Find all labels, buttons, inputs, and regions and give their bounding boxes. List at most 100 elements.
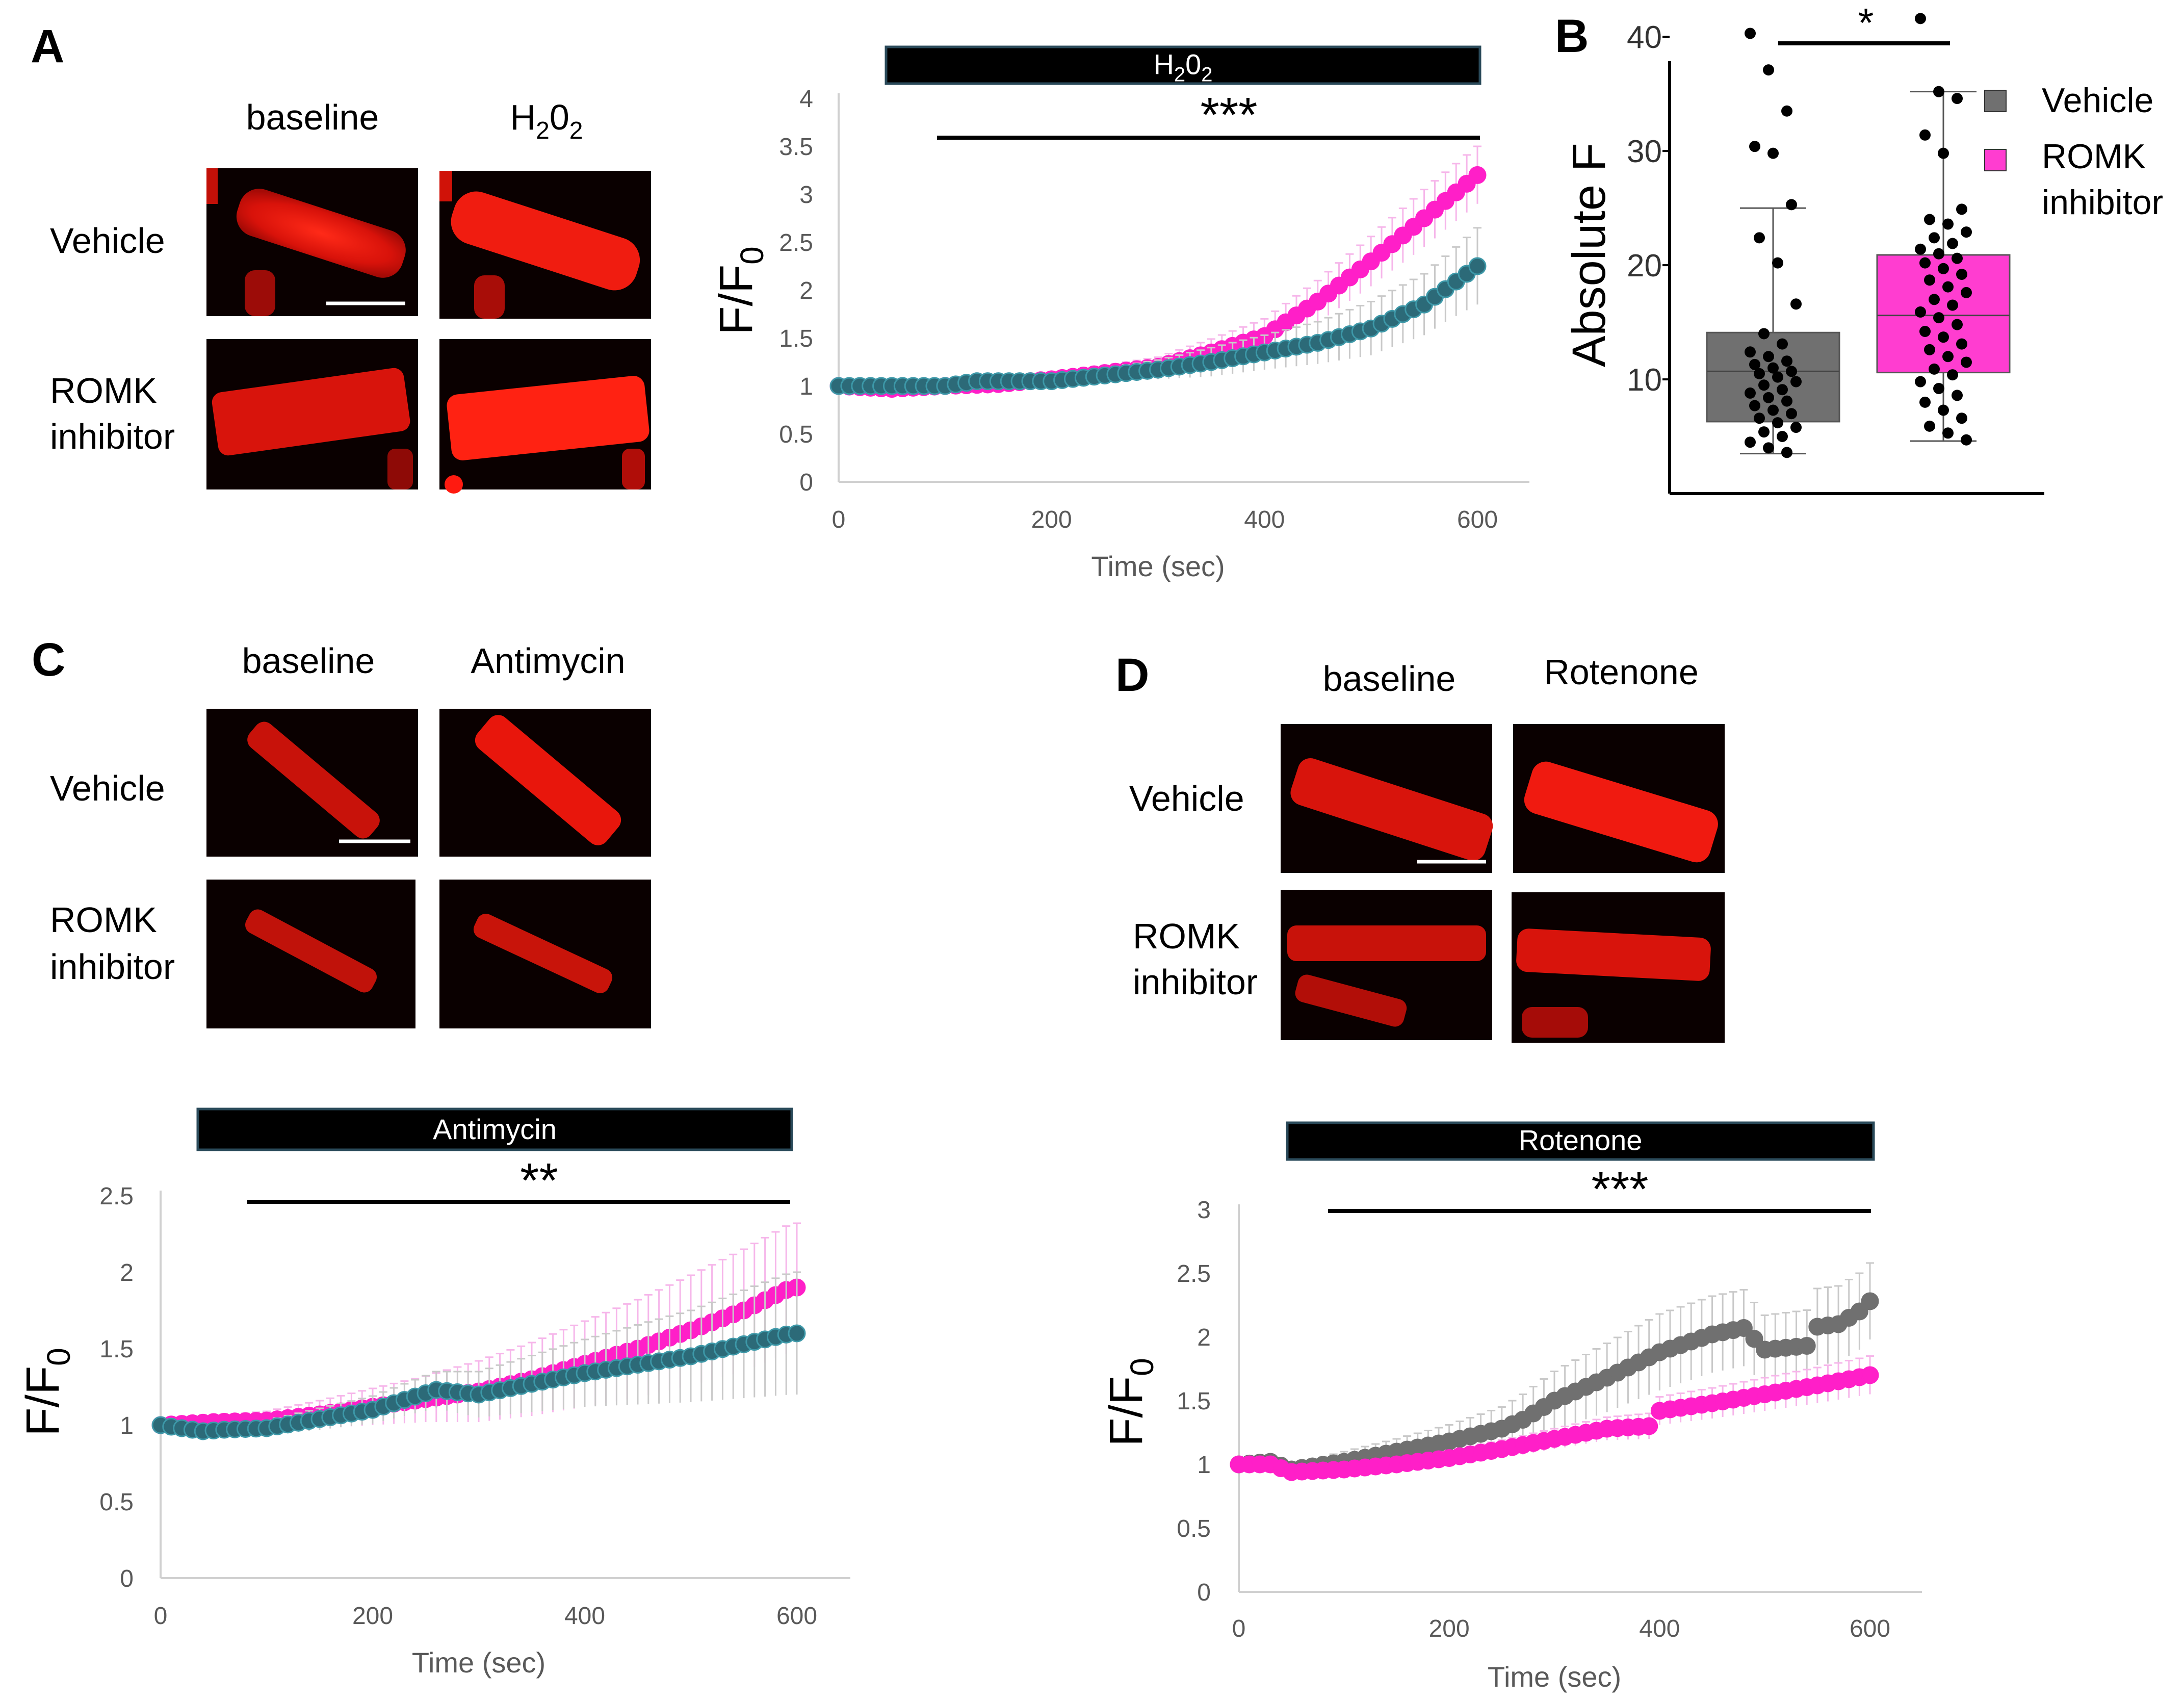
y-tick-label: 20: [1627, 248, 1662, 283]
panel-c-row-romk-line2: inhibitor: [50, 947, 175, 987]
data-point: [1942, 351, 1954, 363]
data-point: [1915, 13, 1926, 24]
data-point: [1952, 252, 1963, 264]
data-point: [1952, 93, 1963, 105]
legend-label-romk-line2: inhibitor: [2042, 183, 2163, 222]
data-point: [1947, 299, 1958, 311]
legend-swatch-vehicle: [1984, 90, 2007, 112]
data-point: [1938, 147, 1949, 159]
x-tick-label: 600: [1457, 506, 1498, 533]
panel-d-col-baseline: baseline: [1323, 659, 1456, 699]
data-point: [1758, 426, 1770, 438]
y-tick-label: 1: [1197, 1452, 1211, 1479]
micrograph-d-romk-baseline: [1281, 890, 1492, 1040]
data-point: [1938, 404, 1949, 416]
data-point: [1758, 328, 1770, 340]
data-point: [1745, 436, 1756, 448]
box-romk-inhibitor: [1876, 13, 2011, 446]
data-point: [1763, 351, 1774, 363]
y-tick-label: 40: [1627, 20, 1662, 55]
data-point: [1942, 218, 1954, 230]
y-tick-label: 4: [799, 86, 813, 113]
data-point: [1786, 199, 1797, 211]
micrograph-d-vehicle-baseline: [1281, 724, 1493, 873]
panel-a-col-baseline: baseline: [246, 97, 379, 137]
x-tick-label: 600: [776, 1603, 817, 1630]
data-point: [1745, 1330, 1763, 1348]
data-point: [1781, 447, 1792, 458]
y-tick-label: 0: [120, 1565, 134, 1592]
data-point: [1763, 64, 1774, 76]
chart-d-timecourse: Rotenone *** 0 0.5 1 1.5 2 2.5 3 0 200 400 600 Time (…: [1100, 1121, 1922, 1693]
data-point: [1861, 1292, 1879, 1310]
series-romk-inhibitor: [1230, 1355, 1879, 1481]
treatment-bar-label: H202: [1153, 48, 1212, 86]
y-tick-label: 3: [799, 182, 813, 209]
data-point: [1640, 1417, 1658, 1435]
y-axis-label-sub: 0: [40, 1348, 77, 1366]
data-point: [1767, 404, 1779, 416]
panel-c-row-romk-line1: ROMK: [50, 900, 157, 940]
y-tick-label: 1: [120, 1412, 134, 1439]
x-tick-label: 0: [154, 1603, 168, 1630]
y-axis-label-main: F/F: [17, 1366, 69, 1436]
y-tick-label: 1.5: [779, 325, 813, 352]
y-tick-label: 2.5: [99, 1183, 134, 1210]
data-point: [1915, 376, 1926, 388]
data-point: [1924, 274, 1935, 286]
micrograph-d-romk-rotenone: [1512, 892, 1725, 1043]
data-point: [1786, 408, 1797, 420]
panel-d-row-vehicle: Vehicle: [1129, 779, 1244, 818]
panel-c-col-treatment: Antimycin: [471, 641, 625, 681]
data-point: [1924, 420, 1935, 432]
data-point: [1749, 141, 1760, 152]
micrograph-a-vehicle-baseline: [206, 168, 418, 316]
data-point: [1915, 306, 1926, 318]
micrograph-a-vehicle-h2o2: [439, 171, 651, 319]
box-vehicle: [1706, 28, 1840, 458]
x-tick-label: 400: [1244, 506, 1285, 533]
data-point: [1749, 400, 1760, 411]
data-point: [1781, 355, 1792, 367]
micrograph-d-vehicle-rotenone: [1513, 724, 1725, 873]
data-point: [1933, 248, 1944, 260]
data-point: [1758, 379, 1770, 391]
y-tick-label: 0: [1197, 1579, 1211, 1606]
panel-d-row-romk-line1: ROMK: [1133, 916, 1240, 956]
data-point: [1933, 382, 1944, 394]
panel-c-letter: C: [32, 634, 65, 686]
y-tick-label: 1.5: [1177, 1388, 1211, 1415]
micrograph-a-romk-baseline: [206, 339, 418, 489]
data-point: [788, 1324, 806, 1343]
treatment-bar-label-mid: 0: [1185, 48, 1201, 80]
panel-b-letter: B: [1555, 10, 1589, 62]
data-point: [1924, 214, 1935, 225]
y-axis-label-sub: 0: [1124, 1358, 1160, 1376]
panel-c-col-baseline: baseline: [242, 641, 375, 681]
data-point: [1929, 232, 1940, 244]
data-point: [1745, 387, 1756, 399]
y-tick-label: 30: [1627, 134, 1662, 169]
micrograph-c-romk-baseline: [206, 880, 415, 1028]
data-point: [1754, 412, 1765, 424]
data-point: [1786, 366, 1797, 377]
data-point: [1798, 1337, 1816, 1355]
y-tick-label: 0.5: [779, 421, 813, 448]
data-point: [1952, 319, 1963, 330]
data-point: [1929, 294, 1940, 305]
y-tick-label: 2.5: [779, 229, 813, 256]
panel-c-row-vehicle: Vehicle: [50, 768, 165, 808]
data-point: [1956, 269, 1967, 280]
chart-b-boxplot: 10 20 30 40 Absolute F * Vehicle ROMK inhibitor: [1563, 0, 2163, 495]
data-point: [1790, 298, 1802, 310]
data-point: [1938, 263, 1949, 274]
data-point: [1942, 281, 1954, 293]
treatment-bar-label: Rotenone: [1519, 1124, 1643, 1156]
treatment-bar: [1286, 1121, 1875, 1161]
panel-a-col-h2o2: H202: [510, 97, 583, 144]
x-tick-label: 0: [1232, 1615, 1246, 1642]
data-point: [1961, 287, 1972, 298]
x-axis-label: Time (sec): [1091, 550, 1225, 582]
data-point: [1929, 363, 1940, 375]
